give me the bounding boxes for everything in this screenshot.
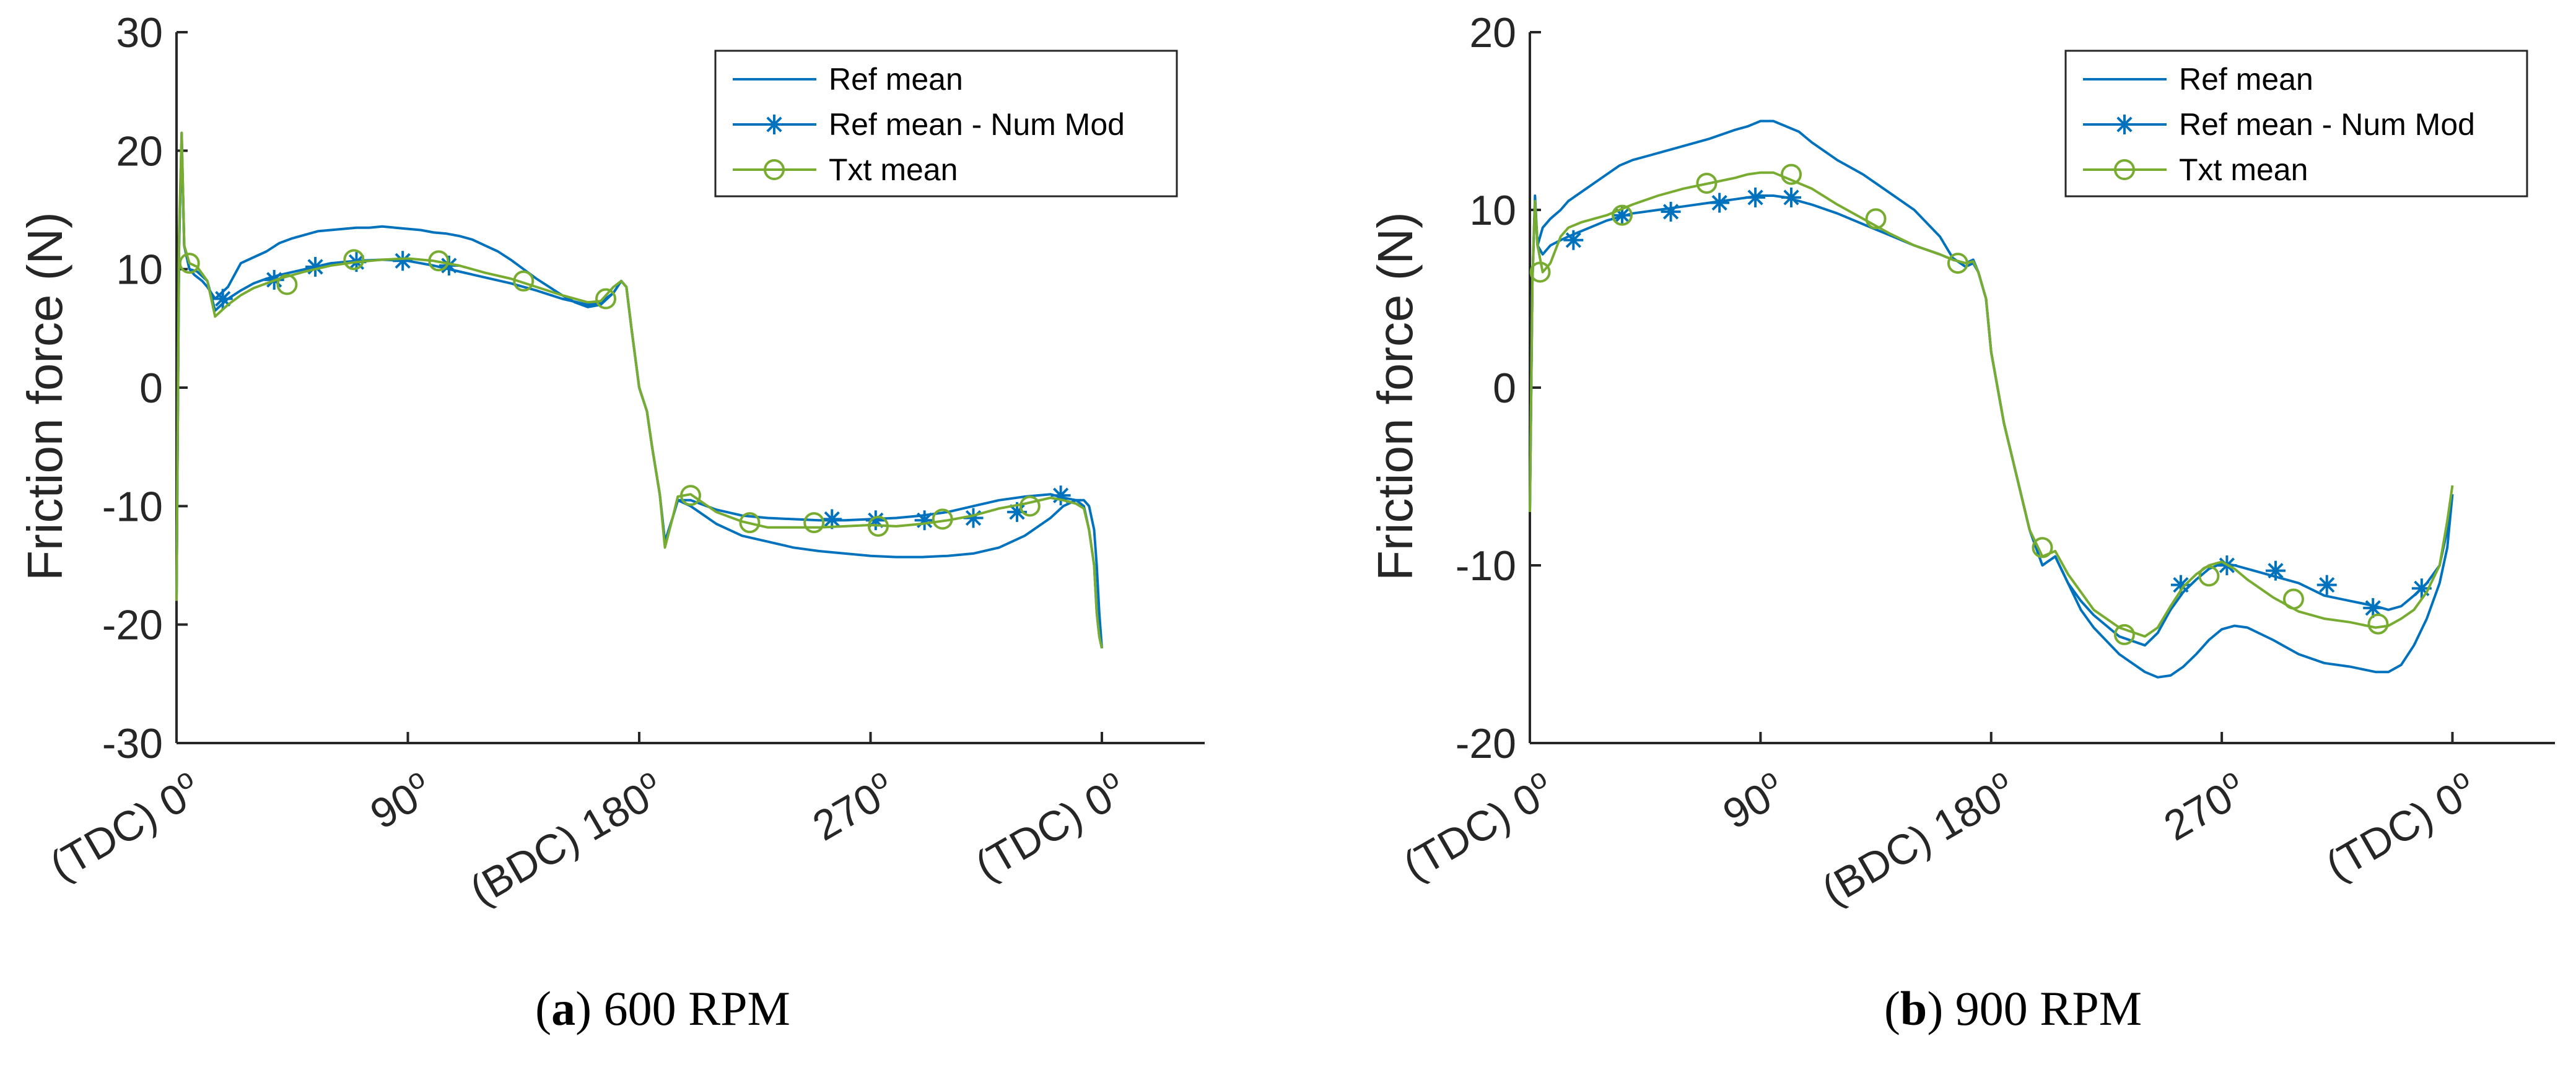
panel-a-series-txt-mean-marker bbox=[680, 485, 701, 507]
panel-b-series-txt-mean-marker bbox=[2367, 613, 2389, 635]
panel-a-y-tick-label: 10 bbox=[116, 246, 163, 294]
panel-a-series-ref-mean-num-mod-marker bbox=[393, 251, 413, 271]
panel-b-series-ref-mean-num-mod-marker bbox=[2266, 560, 2286, 581]
panel-a-series-txt-mean-marker bbox=[428, 250, 450, 272]
panel-a-series-txt-mean-marker bbox=[343, 249, 365, 271]
panel-a-y-tick-label: -10 bbox=[102, 483, 163, 530]
panel-b-900-rpm: Friction force (N) (b) 900 RPM -20 -10 0 10… bbox=[1368, 9, 2555, 1035]
panel-b-series-txt-mean-marker bbox=[1947, 253, 1968, 274]
panel-b-series-ref-mean-num-mod-marker bbox=[2363, 598, 2383, 618]
panel-a-series-ref-mean-num-mod-marker bbox=[212, 289, 233, 309]
panel-b-series-txt-mean-marker bbox=[1529, 261, 1551, 283]
panel-b-x-tick-label: (BDC) 180o bbox=[1811, 761, 2024, 914]
panel-b-series-ref-mean-num-mod-marker bbox=[2316, 575, 2337, 595]
panel-a-x-tick-label: (TDC) 0o bbox=[39, 761, 209, 889]
panel-a-caption-text: 600 RPM bbox=[604, 981, 790, 1035]
panel-a-y-tick-label: 20 bbox=[116, 128, 163, 175]
panel-b-series-txt-mean-marker bbox=[2113, 624, 2135, 645]
panel-b-series-ref-mean-line bbox=[1529, 120, 2454, 679]
panel-b-legend: Ref mean Ref mean - Num Mod Txt mean bbox=[2064, 50, 2528, 198]
panel-b-series-txt-mean-line bbox=[1529, 171, 2454, 638]
panel-a-legend: Ref mean Ref mean - Num Mod Txt mean bbox=[714, 50, 1178, 198]
panel-a-legend-item-txt-mean-marker bbox=[764, 159, 785, 180]
panel-a-x-tick-label: 270o bbox=[802, 761, 903, 850]
panel-a-series-txt-mean-marker bbox=[803, 512, 825, 534]
panel-b-series-ref-mean-num-mod-marker bbox=[1612, 205, 1632, 225]
panel-a-series-ref-mean-num-mod-marker bbox=[1050, 485, 1071, 506]
panel-b-series-txt-mean-marker bbox=[2032, 537, 2053, 559]
panel-a-series-txt-mean-marker bbox=[739, 512, 761, 534]
panel-b-legend-item-txt-mean-label: Txt mean bbox=[2179, 152, 2308, 187]
panel-a-legend-item-ref-mean-num-mod-label: Ref mean - Num Mod bbox=[829, 107, 1125, 142]
panel-b-series-txt-mean-marker bbox=[1696, 172, 1718, 194]
panel-a-x-tick-label: (BDC) 180o bbox=[460, 761, 672, 914]
panel-b-series-ref-mean-num-mod-marker bbox=[1563, 230, 1584, 250]
panel-a-x-tick-label: (TDC) 0o bbox=[964, 761, 1134, 889]
panel-b-caption: (b) 900 RPM bbox=[1884, 981, 2142, 1035]
panel-b-legend-item-ref-mean-num-mod-label: Ref mean - Num Mod bbox=[2179, 107, 2475, 142]
panel-a-series-ref-mean-num-mod-marker bbox=[963, 508, 984, 528]
panel-a-y-tick-label: -20 bbox=[102, 602, 163, 649]
panel-a-x-tick-label: 90o bbox=[360, 761, 440, 838]
panel-a-y-tick-label: 0 bbox=[139, 365, 163, 412]
panel-b-series-txt-mean-marker bbox=[1611, 204, 1633, 226]
panel-b-series-ref-mean-num-mod-marker bbox=[2411, 578, 2432, 599]
panel-a-series-txt-mean-marker bbox=[867, 515, 889, 537]
panel-b-series-ref-mean-num-mod-marker bbox=[1661, 201, 1681, 222]
panel-a-series-ref-mean-num-mod-marker bbox=[305, 256, 326, 277]
panel-b-legend-item-ref-mean-label: Ref mean bbox=[2179, 62, 2313, 97]
panel-a-series-txt-mean-marker bbox=[595, 288, 617, 310]
panel-b-series-ref-mean-num-mod-marker bbox=[1709, 193, 1730, 213]
panel-b-x-tick-label: (TDC) 0o bbox=[1392, 761, 1562, 889]
panel-a-legend-item-ref-mean-num-mod-marker bbox=[764, 115, 784, 134]
panel-b-series-ref-mean-num-mod-line bbox=[1529, 194, 2454, 647]
panel-a-series-ref-mean-num-mod-marker bbox=[822, 509, 842, 529]
panel-a-series-ref-mean-num-mod-marker bbox=[1007, 502, 1028, 522]
panel-b-series-txt-mean-marker bbox=[2282, 588, 2304, 610]
panel-a-series-ref-mean-num-mod-line bbox=[175, 137, 1103, 649]
panel-a-ylabel: Friction force (N) bbox=[17, 212, 72, 581]
panel-b-series-txt-mean-marker bbox=[1781, 163, 1802, 185]
panel-b-y-tick-label: 10 bbox=[1469, 187, 1516, 234]
panel-b-x-tick-label: 90o bbox=[1713, 761, 1793, 838]
panel-b-caption-letter: b bbox=[1900, 981, 1927, 1035]
panel-b-series-txt-mean-marker bbox=[2198, 565, 2220, 587]
panel-a-series-txt-mean-marker bbox=[178, 253, 200, 274]
panel-a-series-ref-mean-num-mod-marker bbox=[914, 510, 935, 531]
panel-a-caption-letter: a bbox=[551, 981, 575, 1035]
panel-b-series-ref-mean-num-mod-marker bbox=[1745, 187, 1766, 207]
panel-b-legend-item-ref-mean-num-mod-marker bbox=[2115, 115, 2134, 134]
panel-a-series-txt-mean-marker bbox=[932, 508, 953, 530]
panel-b-y-tick-label: -10 bbox=[1456, 542, 1516, 589]
panel-a-series-ref-mean-num-mod-marker bbox=[865, 510, 886, 531]
panel-a-legend-item-txt-mean-label: Txt mean bbox=[829, 152, 958, 187]
panel-b-x-tick-label: (TDC) 0o bbox=[2315, 761, 2485, 889]
panel-a-y-tick-label: 30 bbox=[116, 9, 163, 56]
panel-b-series-ref-mean-num-mod-marker bbox=[2170, 575, 2191, 595]
panel-b-caption-text: 900 RPM bbox=[1955, 981, 2142, 1035]
panel-a-600-rpm: Friction force (N) (a) 600 RPM -30 -20 -10… bbox=[17, 9, 1205, 1035]
panel-b-y-tick-label: 0 bbox=[1493, 365, 1516, 412]
panel-b-series-ref-mean-num-mod-marker bbox=[1781, 187, 1802, 207]
panel-b-y-tick-label: -20 bbox=[1456, 720, 1516, 767]
panel-a-series-txt-mean-marker bbox=[513, 270, 535, 292]
panel-b-y-tick-label: 20 bbox=[1469, 9, 1516, 56]
panel-b-ylabel: Friction force (N) bbox=[1368, 212, 1423, 581]
panel-b-series-txt-mean-marker bbox=[1865, 208, 1887, 230]
panel-b-x-tick-label: 270o bbox=[2154, 761, 2255, 850]
panel-a-series-txt-mean-marker bbox=[1019, 495, 1041, 517]
panel-a-series-ref-mean-num-mod-marker bbox=[439, 255, 459, 276]
panel-a-y-tick-label: -30 bbox=[102, 720, 163, 767]
panel-a-caption: (a) 600 RPM bbox=[535, 981, 790, 1035]
panel-a-series-txt-mean-line bbox=[175, 131, 1103, 649]
panel-b-legend-item-txt-mean-marker bbox=[2114, 159, 2135, 180]
panel-a-series-txt-mean-marker bbox=[276, 274, 298, 295]
panel-a-legend-item-ref-mean-label: Ref mean bbox=[829, 62, 963, 97]
